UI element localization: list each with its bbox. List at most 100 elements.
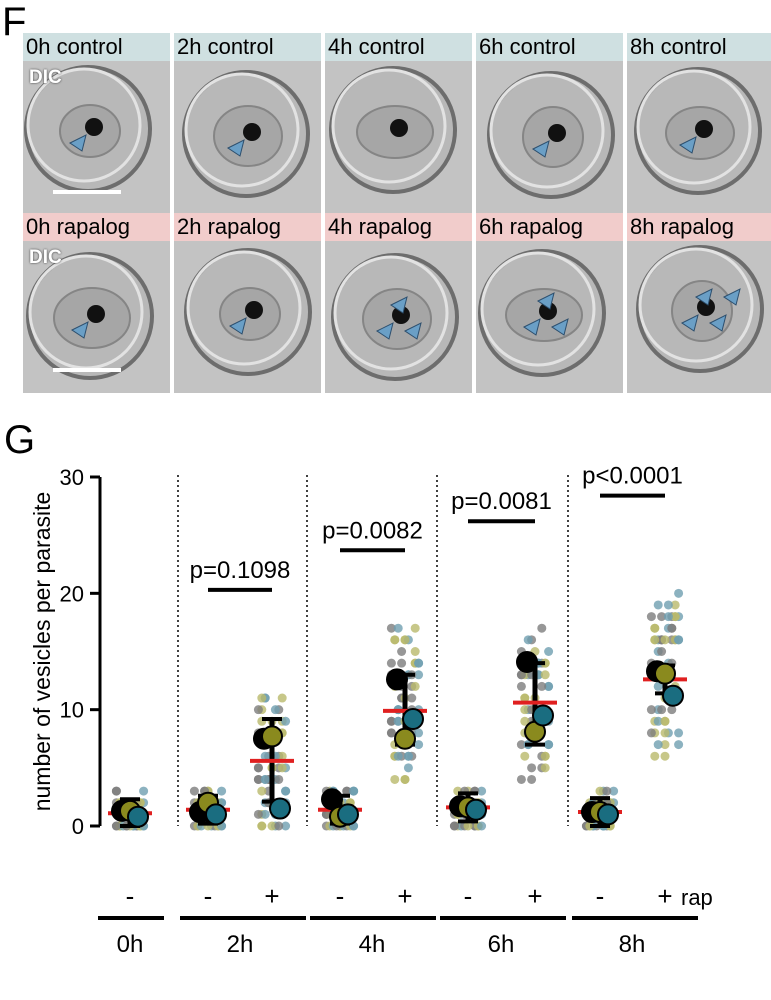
replicate-mean-dot: [654, 662, 676, 685]
cell-image: [26, 252, 154, 380]
data-dot: [646, 612, 656, 622]
replicate-mean-dot: [402, 707, 424, 730]
data-dot: [253, 774, 263, 784]
data-dot: [544, 740, 554, 750]
data-dot: [253, 809, 263, 819]
data-dot: [516, 670, 526, 680]
y-axis-label: number of vesicles per parasite: [29, 492, 55, 812]
dic-tile-0h-rapalog: 0h rapalog DIC: [23, 213, 170, 393]
arrowhead-marker: [723, 288, 741, 306]
scale-bar: [53, 368, 121, 372]
dic-tile-8h-control: 8h control: [627, 33, 771, 213]
data-dot: [217, 786, 227, 796]
data-dot: [477, 786, 487, 796]
tile-caption: 4h rapalog: [325, 213, 472, 241]
data-dot: [523, 635, 533, 645]
data-dot: [257, 693, 267, 703]
arrowhead-marker: [376, 322, 394, 340]
dic-tile-2h-rapalog: 2h rapalog: [174, 213, 321, 393]
arrowhead-marker: [71, 321, 89, 339]
arrowhead-marker: [390, 296, 408, 314]
data-dot: [281, 786, 291, 796]
arrowhead-marker: [229, 317, 247, 335]
data-dot: [516, 774, 526, 784]
data-dot: [653, 716, 663, 726]
data-dot: [414, 658, 424, 668]
data-dot: [400, 774, 410, 784]
data-dot: [540, 670, 550, 680]
data-dot: [663, 600, 673, 610]
data-dot: [527, 774, 537, 784]
data-dot: [674, 588, 684, 598]
data-dot: [321, 809, 331, 819]
data-dot: [111, 821, 121, 831]
replicate-mean-dot: [662, 684, 684, 707]
tile-caption: 0h control: [23, 33, 170, 61]
data-dot: [650, 751, 660, 761]
scale-bar: [53, 190, 121, 194]
arrowhead-marker: [681, 314, 699, 332]
data-dot: [281, 821, 291, 831]
data-dot: [657, 612, 667, 622]
data-dot: [663, 612, 673, 622]
panel-f-letter: F: [2, 0, 27, 44]
time-label: 8h: [619, 931, 646, 958]
data-dot: [667, 705, 677, 715]
p-value-label: p=0.0082: [322, 517, 423, 544]
data-dot: [393, 751, 403, 761]
tile-caption: 6h rapalog: [476, 213, 623, 241]
data-dot: [407, 693, 417, 703]
data-dot: [386, 658, 396, 668]
tile-caption: 6h control: [476, 33, 623, 61]
data-dot: [260, 774, 270, 784]
p-value-label: p=0.1098: [190, 557, 291, 584]
dic-tile-6h-rapalog: 6h rapalog: [476, 213, 623, 393]
data-dot: [520, 705, 530, 715]
data-dot: [397, 658, 407, 668]
p-value-label: p<0.0001: [582, 463, 683, 490]
data-dot: [274, 821, 284, 831]
replicate-mean-dot: [205, 803, 227, 826]
cell-image: [487, 71, 615, 199]
data-dot: [650, 623, 660, 633]
p-value-label: p=0.0081: [451, 488, 552, 515]
panel-g-letter: G: [4, 418, 36, 462]
tile-caption: 0h rapalog: [23, 213, 170, 241]
data-dot: [540, 763, 550, 773]
time-label: 2h: [227, 931, 254, 958]
arrowhead-marker: [537, 292, 555, 310]
dic-tile-8h-rapalog: 8h rapalog: [627, 213, 771, 393]
tile-caption: 2h rapalog: [174, 213, 321, 241]
cell-image: [331, 253, 459, 381]
condition-label: -: [336, 881, 345, 911]
data-dot: [674, 635, 684, 645]
data-dot: [660, 751, 670, 761]
replicate-mean-dot: [386, 668, 408, 691]
replicate-mean-dot: [597, 803, 619, 826]
dic-tile-0h-control: 0h control DIC: [23, 33, 170, 213]
data-dot: [386, 623, 396, 633]
data-dot: [520, 693, 530, 703]
y-tick-label: 10: [60, 698, 84, 723]
arrowhead-marker: [679, 136, 697, 154]
data-dot: [646, 705, 656, 715]
data-dot: [674, 740, 684, 750]
data-dot: [609, 786, 619, 796]
replicate-mean-dot: [261, 725, 283, 748]
cell-image: [634, 67, 762, 195]
data-dot: [670, 612, 680, 622]
dic-tile-4h-rapalog: 4h rapalog: [325, 213, 472, 393]
time-label: 4h: [359, 931, 386, 958]
y-tick-label: 30: [60, 465, 84, 490]
condition-label: +: [527, 881, 542, 911]
data-dot: [657, 647, 667, 656]
condition-label: +: [397, 881, 412, 911]
data-dot: [650, 635, 660, 645]
data-dot: [660, 635, 670, 645]
arrowhead-marker: [695, 288, 713, 306]
tile-caption: 2h control: [174, 33, 321, 61]
data-dot: [277, 763, 287, 773]
data-dot: [260, 809, 270, 819]
y-tick-label: 20: [60, 581, 84, 606]
